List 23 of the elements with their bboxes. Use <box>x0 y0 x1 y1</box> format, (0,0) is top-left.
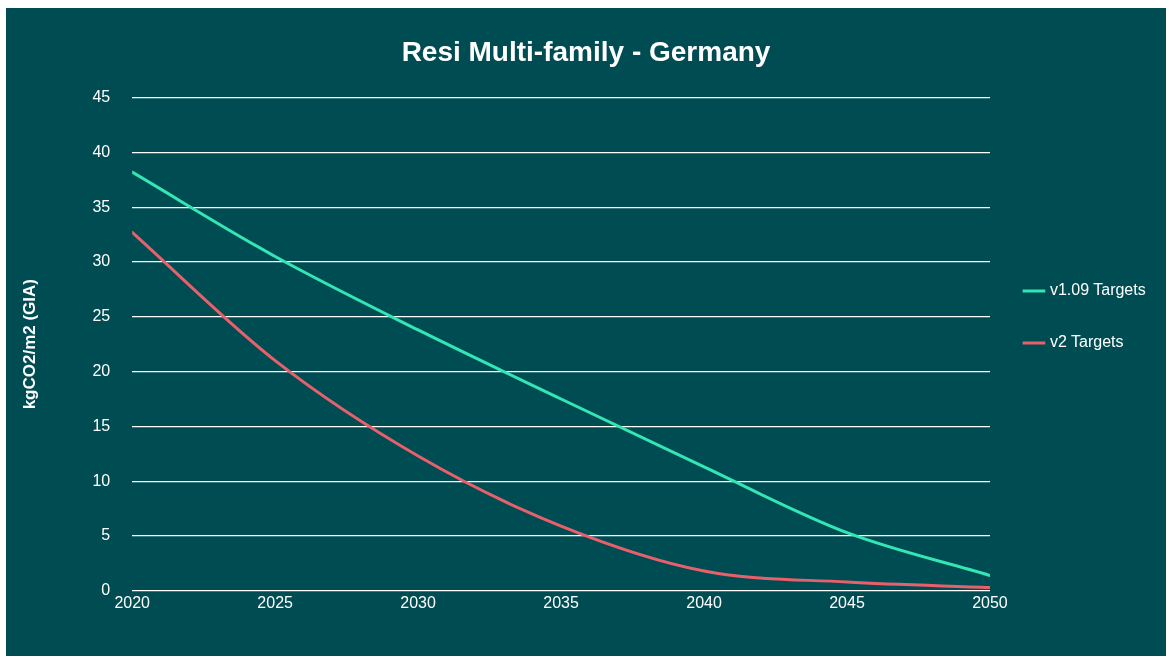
x-tick-label: 2030 <box>400 593 437 611</box>
y-tick-label: 10 <box>92 471 111 489</box>
y-tick-label: 45 <box>92 88 111 106</box>
chart-title: Resi Multi-family - Germany <box>401 35 771 67</box>
legend-label: v1.09 Targets <box>1049 281 1146 299</box>
y-tick-label: 20 <box>92 362 111 380</box>
y-tick-label: 0 <box>101 581 111 599</box>
x-tick-label: 2050 <box>972 593 1008 611</box>
x-tick-label: 2045 <box>829 593 865 611</box>
y-tick-label: 25 <box>92 307 111 325</box>
x-tick-label: 2025 <box>257 593 294 611</box>
line-series <box>132 230 990 590</box>
y-tick-label: 40 <box>92 142 111 160</box>
y-tick-label: 15 <box>92 416 111 434</box>
y-axis-title: kgCO2/m2 (GIA) <box>19 279 39 410</box>
legend-label: v2 Targets <box>1049 333 1124 351</box>
y-tick-label: 30 <box>92 252 111 270</box>
y-tick-label: 35 <box>92 197 111 215</box>
y-tick-label: 5 <box>101 526 111 544</box>
x-tick-label: 2035 <box>543 593 579 611</box>
line-series <box>132 170 990 577</box>
x-tick-label: 2040 <box>686 593 722 611</box>
x-tick-label: 2020 <box>114 593 151 611</box>
